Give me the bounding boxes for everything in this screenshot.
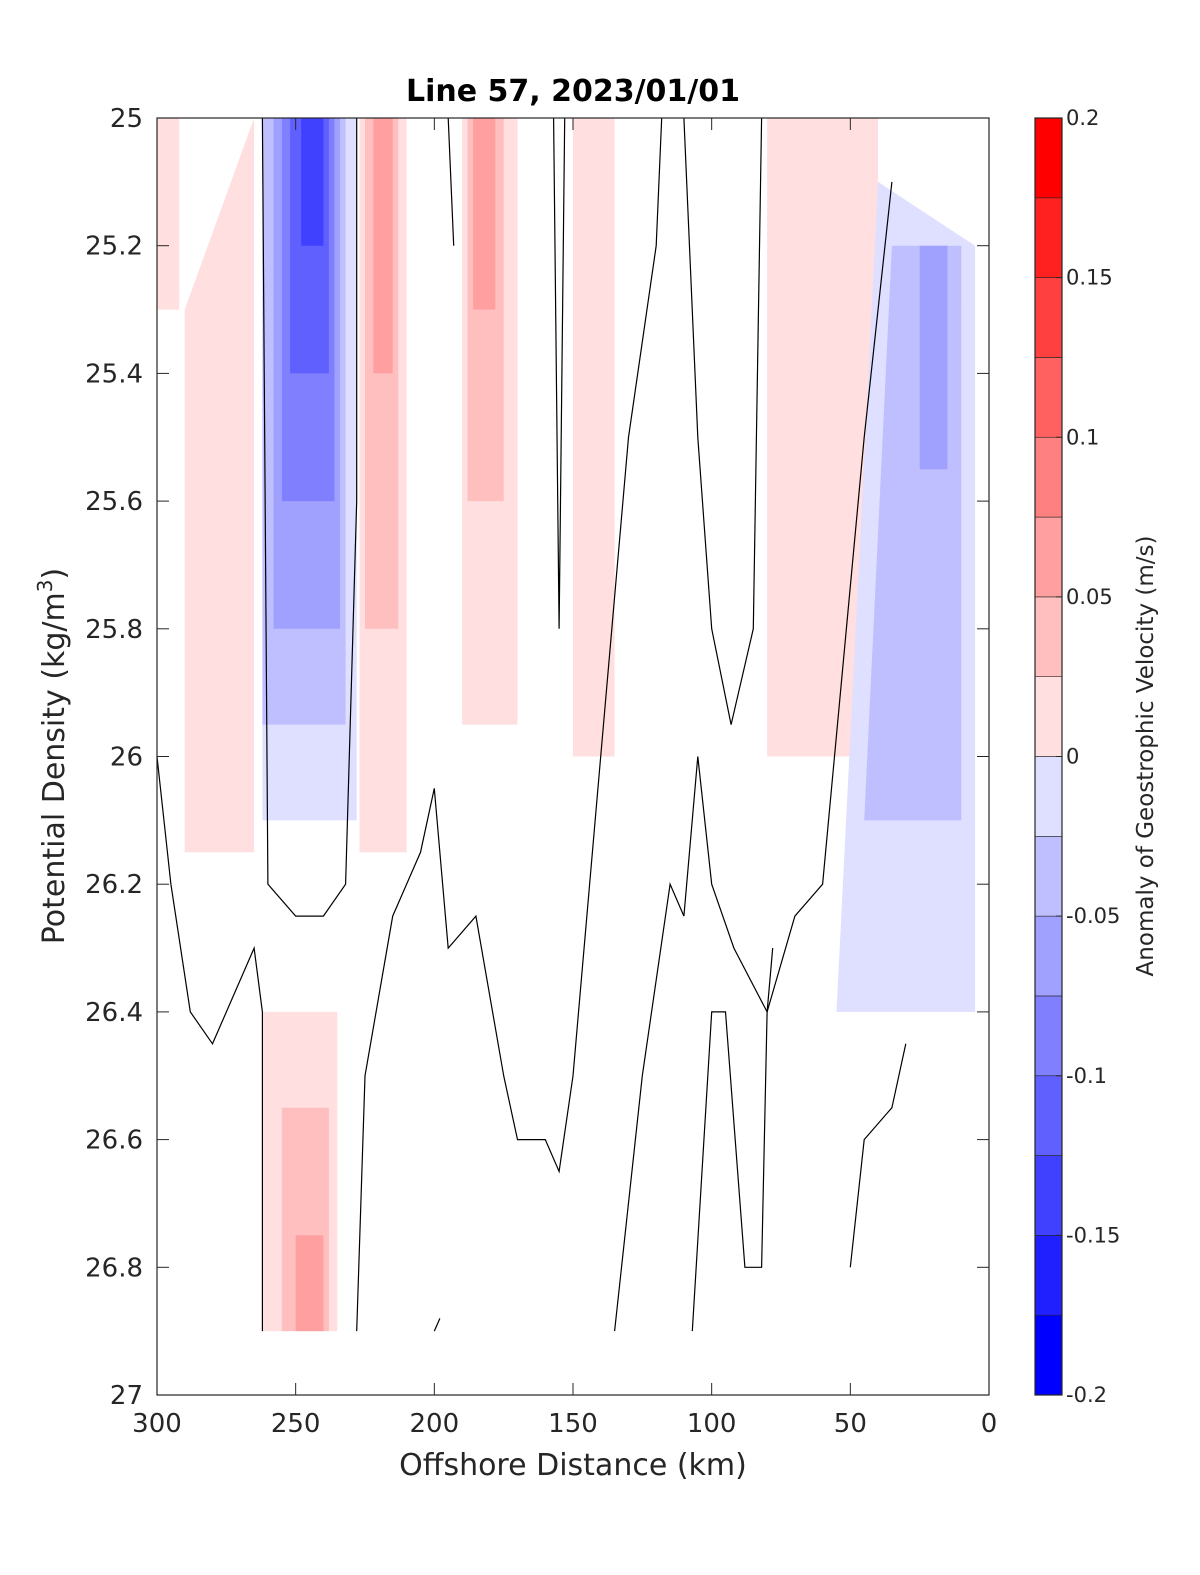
anomaly-region-7 [184,118,255,853]
anomaly-region-15 [767,118,879,757]
x-tick-label: 300 [132,1409,182,1439]
colorbar-swatch [1034,1155,1063,1236]
colorbar-swatch [1034,995,1063,1077]
y-axis-label-main: Potential Density (kg/m [37,592,72,944]
colorbar-label: Anomaly of Geostrophic Velocity (m/s) [1133,536,1159,977]
colorbar-swatch [1034,596,1063,677]
anomaly-region-13 [473,118,496,310]
colorbar-swatch [1034,436,1063,518]
colorbar-tick-label: -0.05 [1066,904,1120,928]
colorbar-swatch [1034,836,1063,917]
zero-contour-6 [691,948,774,1332]
x-axis-ticks: 300 250 200 150 100 50 0 [132,118,997,1439]
y-axis-label: Potential Density (kg/m3) [33,568,72,944]
x-tick-label: 200 [410,1409,460,1439]
y-tick-label: 26.4 [85,998,143,1028]
y-tick-label: 27 [110,1381,143,1411]
y-tick-label: 25.6 [85,487,143,517]
anomaly-regions [157,118,976,1332]
zero-contour-2 [356,117,663,1332]
x-tick-label: 0 [981,1409,998,1439]
zero-contour-4 [683,117,763,725]
colorbar-tick-label: -0.1 [1066,1064,1107,1088]
x-tick-label: 250 [271,1409,321,1439]
x-tick-label: 50 [834,1409,867,1439]
colorbar-swatch [1034,516,1063,598]
colorbar-swatch [1034,1314,1063,1396]
zero-contour-3 [553,117,566,629]
colorbar-ticks: -0.2 -0.15 -0.1 -0.05 0 0.05 0.1 0.15 0.2 [1056,106,1120,1407]
colorbar: -0.2 -0.15 -0.1 -0.05 0 0.05 0.1 0.15 0.2 [1034,106,1120,1407]
anomaly-region-10 [373,118,393,374]
y-tick-label: 25.4 [85,359,143,389]
anomaly-region-18 [919,245,948,470]
colorbar-tick-label: 0.15 [1066,266,1113,290]
colorbar-swatch [1034,1075,1063,1156]
y-tick-label: 26.6 [85,1126,143,1156]
colorbar-tick-label: -0.15 [1066,1223,1120,1247]
zero-contour-9 [433,1318,441,1332]
y-tick-label: 25 [110,104,143,134]
anomaly-region-5 [301,118,324,246]
y-tick-label: 25.8 [85,615,143,645]
colorbar-tick-label: 0 [1066,745,1079,769]
anomaly-region-14 [573,118,615,757]
colorbar-swatch [1034,1235,1063,1316]
y-tick-label: 26.2 [85,870,143,900]
anomaly-region-21 [295,1235,324,1332]
y-axis-label-sup: 3 [33,579,57,592]
colorbar-swatch [1034,357,1063,438]
colorbar-swatch [1034,197,1063,278]
y-axis-ticks: 25 25.2 25.4 25.6 25.8 26 26.2 26.4 26.6 26.8 27 [85,104,989,1411]
colorbar-swatch [1034,756,1063,837]
zero-contour-5 [614,181,893,1332]
chart-title: Line 57, 2023/01/01 [406,74,740,109]
colorbar-swatch [1034,117,1063,199]
y-tick-label: 26 [110,743,143,773]
colorbar-tick-label: 0.05 [1066,585,1113,609]
colorbar-swatch [1034,676,1063,757]
x-tick-label: 100 [687,1409,737,1439]
y-tick-label: 26.8 [85,1253,143,1283]
colorbar-swatch [1034,915,1063,997]
x-tick-label: 150 [548,1409,598,1439]
plot-area: 300 250 200 150 100 50 0 2525.225.425.625.8262… [85,104,997,1439]
colorbar-swatch [1034,277,1063,358]
zero-contour-0 [156,756,263,1332]
zero-contour-7 [849,1043,907,1268]
colorbar-tick-label: 0.2 [1066,106,1099,130]
zero-contour-lines [156,117,907,1332]
zero-contour-1 [261,117,358,917]
zero-contour-8 [447,117,455,246]
anomaly-region-6 [157,118,180,310]
colorbar-tick-label: 0.1 [1066,425,1099,449]
colorbar-tick-label: -0.2 [1066,1383,1107,1407]
x-axis-label: Offshore Distance (km) [399,1448,747,1483]
y-tick-label: 25.2 [85,232,143,262]
y-axis-label-end: ) [37,568,72,580]
